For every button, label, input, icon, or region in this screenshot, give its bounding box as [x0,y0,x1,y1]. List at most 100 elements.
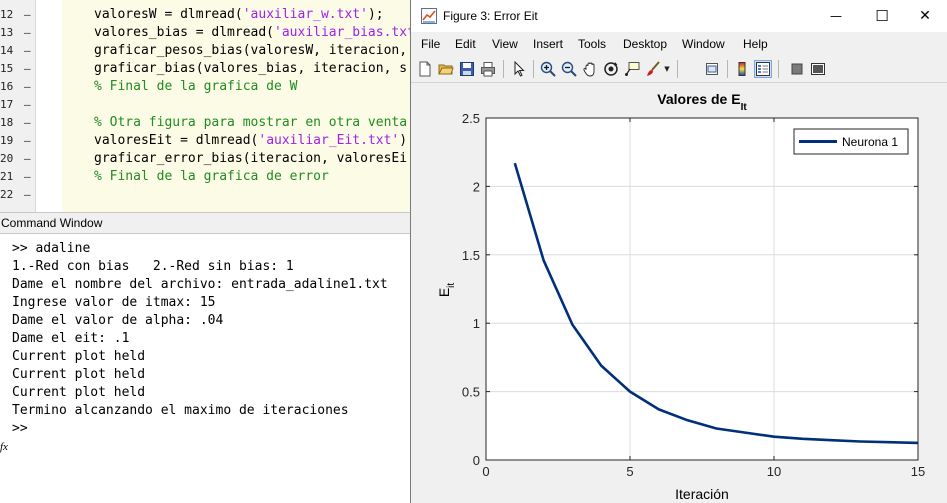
code-text: graficar_bias(valores_bias, iteracion, s [94,61,408,76]
toolbar-separator [533,60,534,78]
maximize-button[interactable]: ☐ [875,7,889,25]
line-number-text: 12 [0,8,14,21]
new-figure-icon[interactable] [416,60,434,78]
code-text: ) [399,133,408,148]
toolbar-separator [677,60,678,78]
svg-text:Valores de EIt: Valores de EIt [657,91,747,113]
line-number: 19– [0,132,36,150]
series-line-neurona-1[interactable] [513,162,919,445]
figure-window[interactable]: Figure 3: Error Eit — ☐ ✕ File Edit View… [410,0,947,503]
breakpoint-marker[interactable]: – [24,170,31,183]
axes-box [485,117,919,461]
zoom-out-icon[interactable] [560,60,578,78]
menu-window[interactable]: Window [682,37,725,51]
code-comment: % Final de la grafica de error [94,169,329,184]
menu-insert[interactable]: Insert [533,37,564,51]
toolbar-separator [727,60,728,78]
plot-area[interactable]: 0 5 10 15 0 0.5 1 1.5 2 2.5 Valores de EIt Iterac… [411,84,947,503]
figure-toolbar: ▼ [411,55,947,83]
rotate-icon[interactable] [602,60,620,78]
data-cursor-icon[interactable] [623,60,641,78]
y-tick-label: 1.5 [462,248,480,263]
line-number-text: 21 [0,170,14,183]
command-output-line: Current plot held [12,349,146,364]
line-number: 12– [0,6,36,24]
command-output-line: 1.-Red con bias 2.-Red sin bias: 1 [12,259,294,274]
line-number-text: 22 [0,188,14,201]
command-window-output[interactable]: fx >> adaline 1.-Red con bias 2.-Red sin … [0,234,420,503]
menu-edit[interactable]: Edit [455,37,476,51]
code-line[interactable]: valoresW = dlmread('auxiliar_w.txt'); [94,6,384,24]
y-tick-label: 1 [473,316,480,331]
breakpoint-marker[interactable]: – [24,8,31,21]
line-number-text: 14 [0,44,14,57]
breakpoint-marker[interactable]: – [24,152,31,165]
line-number-text: 16 [0,80,14,93]
y-tick-label: 2.5 [462,111,480,126]
toolbar-separator [503,60,504,78]
breakpoint-marker[interactable]: – [24,62,31,75]
brush-icon[interactable] [644,60,662,78]
code-line[interactable]: % Final de la grafica de W [94,78,298,96]
open-icon[interactable] [437,60,455,78]
legend-entry-label: Neurona 1 [842,135,898,149]
line-number: 22– [0,186,36,204]
error-chart[interactable]: 0 5 10 15 0 0.5 1 1.5 2 2.5 Valores de EIt Iterac… [411,84,947,503]
legend-icon[interactable] [754,60,772,78]
minimize-button[interactable]: — [830,9,842,23]
line-number: 21– [0,168,36,186]
command-window[interactable]: Command Window fx >> adaline 1.-Red con b… [0,212,420,503]
breakpoint-marker[interactable]: – [24,116,31,129]
command-output-line: >> adaline [12,241,91,256]
code-line[interactable]: graficar_bias(valores_bias, iteracion, s [94,60,407,78]
menu-tools[interactable]: Tools [578,37,607,51]
colorbar-icon[interactable] [733,60,751,78]
pointer-icon[interactable] [510,60,528,78]
command-output-line: >> [12,421,28,436]
code-string: 'auxiliar_bias.txt [274,25,415,40]
show-plot-tools-icon[interactable] [809,60,827,78]
figure-titlebar[interactable]: Figure 3: Error Eit — ☐ ✕ [411,0,947,32]
close-button[interactable]: ✕ [919,8,931,24]
menu-view[interactable]: View [492,37,518,51]
breakpoint-marker[interactable]: – [24,134,31,147]
breakpoint-marker[interactable]: – [24,98,31,111]
breakpoint-marker[interactable]: – [24,26,31,39]
line-number-text: 18 [0,116,14,129]
figure-menubar: File Edit View Insert Tools Desktop Wind… [411,33,947,55]
code-line[interactable]: valoresEit = dlmread('auxiliar_Eit.txt') [94,132,407,150]
breakpoint-marker[interactable]: – [24,80,31,93]
breakpoint-marker[interactable]: – [24,44,31,57]
chart-title-subscript: It [741,102,748,113]
breakpoint-marker[interactable]: – [24,188,31,201]
menu-file[interactable]: File [421,37,441,51]
zoom-in-icon[interactable] [539,60,557,78]
menu-help[interactable]: Help [743,37,768,51]
command-window-title: Command Window [0,212,420,234]
legend[interactable]: Neurona 1 [793,128,909,155]
svg-text:Eit: Eit [436,283,457,298]
chevron-down-icon[interactable]: ▼ [664,65,670,73]
x-tick-label: 5 [626,464,633,479]
y-axis-label-subscript: it [446,283,457,288]
fx-icon[interactable]: fx [0,441,8,453]
code-text: graficar_pesos_bias(valoresW, iteracion, [94,43,408,58]
code-line[interactable]: % Otra figura para mostrar en otra venta [94,114,407,132]
save-icon[interactable] [458,60,476,78]
code-line[interactable]: valores_bias = dlmread('auxiliar_bias.tx… [94,24,415,42]
hide-plot-tools-icon[interactable] [788,60,806,78]
command-output-line: Ingrese valor de itmax: 15 [12,295,216,310]
menu-desktop[interactable]: Desktop [623,37,668,51]
y-tick-label: 2 [473,179,480,194]
line-number: 13– [0,24,36,42]
code-line[interactable]: % Final de la grafica de error [94,168,329,186]
code-line[interactable]: graficar_pesos_bias(valoresW, iteracion, [94,42,407,60]
code-string: 'auxiliar_w.txt' [242,7,368,22]
line-number-text: 17 [0,98,14,111]
pan-icon[interactable] [581,60,599,78]
link-icon[interactable] [703,60,721,78]
code-comment: % Final de la grafica de W [94,79,298,94]
print-icon[interactable] [479,60,497,78]
code-comment: % Otra figura para mostrar en otra venta [94,115,408,130]
code-line[interactable]: graficar_error_bias(iteracion, valoresEi [94,150,407,168]
